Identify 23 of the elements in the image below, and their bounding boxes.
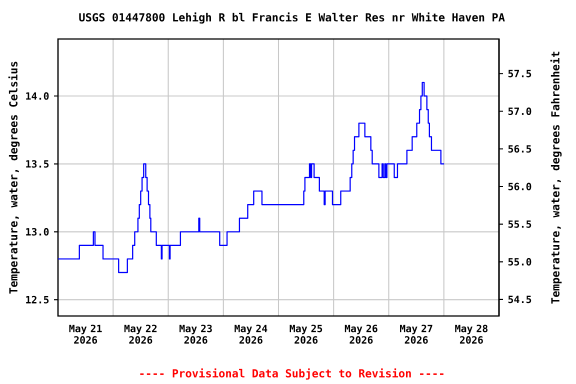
y2-axis-title: Temperature, water, degrees Fahrenheit [550, 52, 562, 304]
x-tick-label: May 26 2026 [344, 324, 378, 344]
chart-title: USGS 01447800 Lehigh R bl Francis E Walter Res nr White Haven PA [79, 12, 505, 24]
y2-tick-label: 57.5 [508, 70, 532, 78]
x-tick-label: May 25 2026 [290, 324, 322, 344]
text: ---- Provisional Data Subject to Revision ---- [140, 368, 444, 380]
y2-tick-label: 56.5 [508, 145, 532, 153]
x-tick-label: May 24 2026 [234, 324, 268, 344]
y2-tick-label: 55.0 [508, 258, 532, 266]
y-axis-title: Temperature, water, degrees Celsius [8, 62, 20, 294]
y-tick-label: 13.0 [26, 228, 49, 236]
y-tick-label: 12.5 [26, 296, 49, 304]
x-tick-label: May 21 2026 [69, 324, 102, 344]
y2-tick-label: 54.5 [508, 296, 532, 304]
y2-tick-label: 57.0 [508, 107, 532, 116]
y-tick-label: 14.0 [26, 92, 49, 100]
y2-tick-label: 56.0 [508, 182, 532, 190]
y2-tick-label: 55.5 [508, 220, 532, 228]
x-tick-label: May 27 2026 [400, 324, 432, 344]
x-tick-label: May 28 2026 [455, 324, 488, 344]
y-tick-label: 13.5 [26, 160, 49, 168]
x-tick-label: May 23 2026 [180, 324, 212, 344]
x-tick-label: May 22 2026 [124, 324, 157, 344]
